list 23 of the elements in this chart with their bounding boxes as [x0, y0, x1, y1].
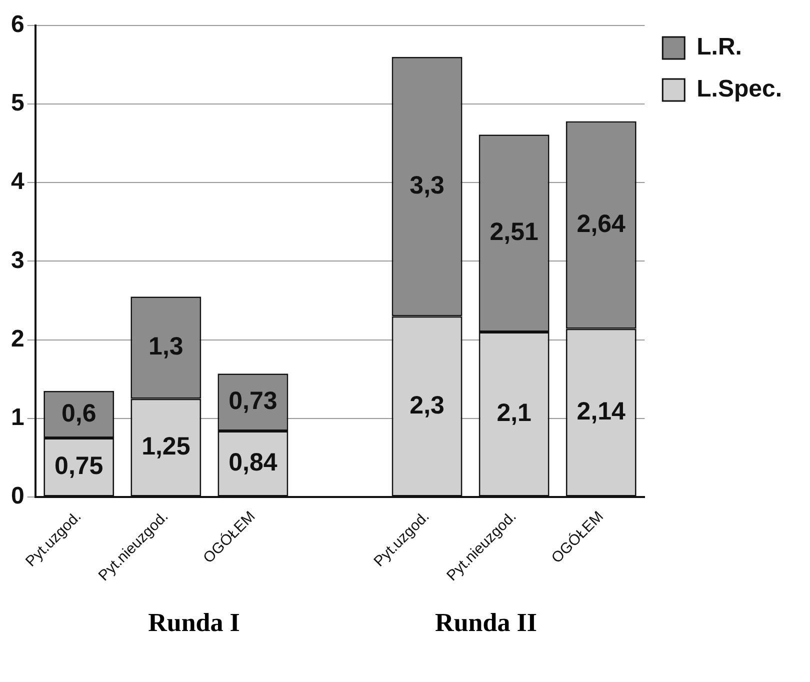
legend-label: L.R.	[696, 34, 742, 61]
y-tick-label: 1	[10, 404, 24, 432]
data-label: 2,1	[496, 399, 532, 428]
y-tick-label: 2	[10, 325, 24, 352]
legend-label: L.Spec.	[696, 76, 782, 103]
data-label: 2,14	[576, 398, 626, 426]
data-label: 2,3	[410, 391, 444, 420]
data-label: 1,3	[148, 332, 184, 361]
y-tick-label: 5	[10, 90, 24, 117]
data-label: 1,25	[142, 432, 190, 461]
y-tick-label: 4	[10, 168, 25, 196]
y-tick-label: 3	[10, 246, 24, 274]
y-tick-label: 0	[10, 482, 24, 510]
data-label: 2,51	[490, 218, 538, 246]
data-label: 0,75	[54, 452, 104, 480]
text: Runda I	[147, 608, 241, 638]
text: Runda II	[434, 608, 538, 638]
data-label: 0,6	[61, 399, 96, 428]
y-tick-label: 6	[10, 11, 24, 38]
data-label: 2,64	[576, 210, 626, 238]
data-label: 0,73	[228, 387, 278, 416]
data-label: 0,84	[228, 448, 278, 477]
data-label: 3,3	[410, 171, 444, 200]
